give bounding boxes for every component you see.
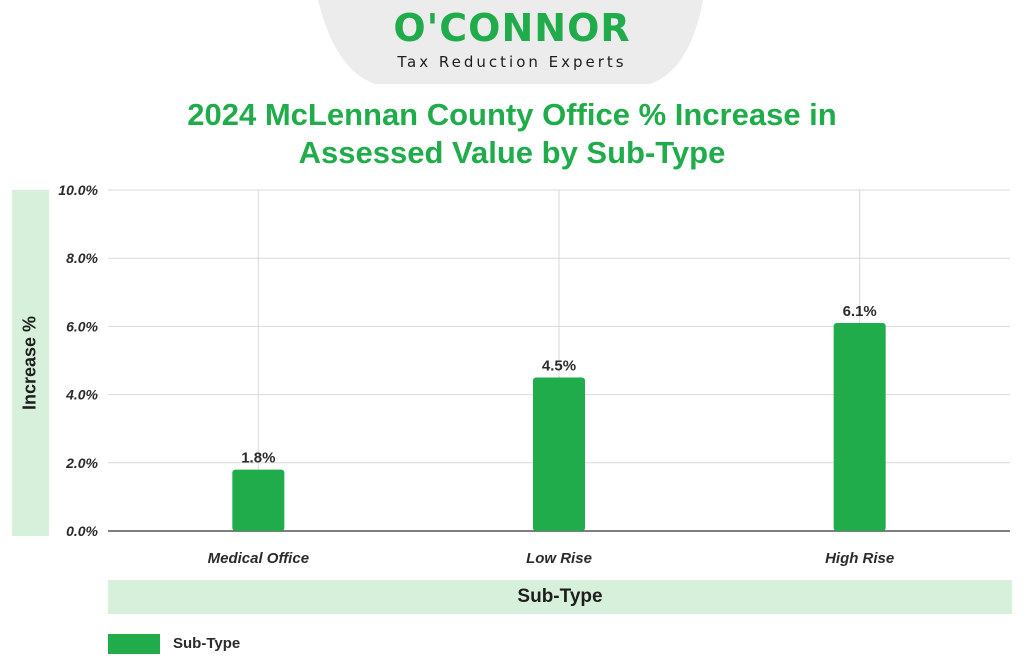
y-axis-title-band bbox=[12, 190, 49, 536]
y-tick-label: 8.0% bbox=[66, 250, 98, 266]
x-tick-label: Medical Office bbox=[208, 550, 309, 567]
y-tick-label: 6.0% bbox=[66, 318, 98, 334]
legend-swatch bbox=[108, 634, 160, 654]
chart-title-line-2: Assessed Value by Sub-Type bbox=[298, 135, 726, 170]
y-tick-label: 4.0% bbox=[65, 387, 98, 403]
chart-title-line-1: 2024 McLennan County Office % Increase i… bbox=[187, 97, 837, 132]
data-label: 6.1% bbox=[843, 303, 877, 320]
brand-logo: O'CONNOR bbox=[393, 6, 631, 50]
y-tick-label: 0.0% bbox=[66, 523, 98, 539]
x-tick-label: High Rise bbox=[825, 550, 894, 567]
x-axis-title-band bbox=[108, 580, 1012, 614]
bar bbox=[533, 377, 585, 531]
legend-label: Sub-Type bbox=[173, 635, 241, 652]
logo-tab bbox=[318, 0, 703, 84]
chart-title: 2024 McLennan County Office % Increase i… bbox=[0, 96, 1024, 172]
bar bbox=[232, 469, 285, 531]
y-tick-label: 2.0% bbox=[65, 455, 98, 471]
bar bbox=[833, 322, 886, 531]
data-label: 4.5% bbox=[542, 358, 576, 375]
y-tick-label: 10.0% bbox=[58, 182, 98, 198]
bar-chart: 0.0% 2.0% 4.0% 6.0% 8.0% 10.0% 1.8% 4.5% 6.1% M… bbox=[58, 182, 1010, 567]
brand-tagline: Tax Reduction Experts bbox=[397, 53, 627, 71]
x-tick-label: Low Rise bbox=[526, 550, 592, 567]
x-axis-title: Sub-Type bbox=[517, 586, 603, 607]
data-label: 1.8% bbox=[241, 450, 275, 467]
